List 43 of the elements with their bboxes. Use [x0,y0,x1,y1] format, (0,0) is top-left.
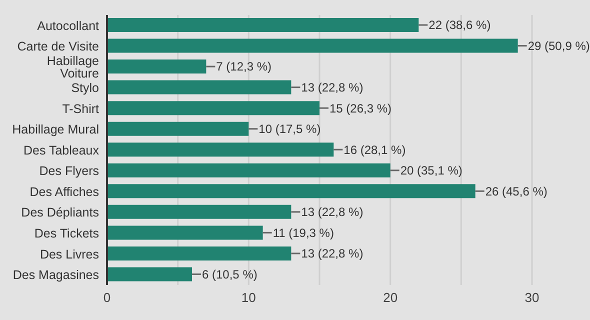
bar [107,60,206,74]
data-label: 13 (22,8 %) [301,205,364,220]
y-tick-label: Des Affiches [30,184,99,199]
data-label: 22 (38,6 %) [428,18,491,32]
data-label: 16 (28,1 %) [344,142,406,157]
data-label: 15 (26,3 %) [330,101,392,116]
bar [107,122,249,136]
bar [107,80,292,94]
data-label: 20 (35,1 %) [400,164,462,178]
y-tick-label: Des Tableaux [23,143,100,158]
bar [107,184,476,198]
y-tick-label: Carte de Visite [17,40,100,54]
y-tick-label: Des Tickets [34,226,99,241]
data-label: 29 (50,9 %) [528,38,590,53]
y-tick-label: Des Flyers [39,164,99,178]
bar [107,204,292,219]
x-tick-label: 0 [103,290,111,306]
data-label: 13 (22,8 %) [301,80,364,95]
y-tick-label: Des Dépliants [21,206,99,220]
bar [107,163,390,178]
bar [107,226,263,240]
y-tick-label: T-Shirt [62,102,100,116]
bar [107,38,518,53]
data-label: 11 (19,3 %) [272,226,334,240]
bar [107,267,192,282]
data-label: 10 (17,5 %) [258,122,321,136]
x-tick-label: 30 [524,290,540,306]
data-label: 13 (22,8 %) [301,246,364,261]
y-tick-label: Des Magasines [12,268,99,282]
data-label: 26 (45,6 %) [485,184,548,198]
y-tick-label: Habillage Voiture [46,54,100,81]
x-tick-label: 10 [241,290,256,306]
bar [107,18,419,32]
y-tick-label: Des Livres [40,247,99,262]
bar [107,246,292,260]
bar [107,142,334,157]
data-label: 6 (10,5 %) [202,267,258,282]
data-label: 7 (12,3 %) [216,60,272,74]
bar [107,101,320,116]
y-tick-label: Stylo [71,81,100,96]
x-tick-label: 20 [383,290,398,306]
y-tick-label: Habillage Mural [12,122,99,137]
y-tick-label: Autocollant [37,18,100,33]
